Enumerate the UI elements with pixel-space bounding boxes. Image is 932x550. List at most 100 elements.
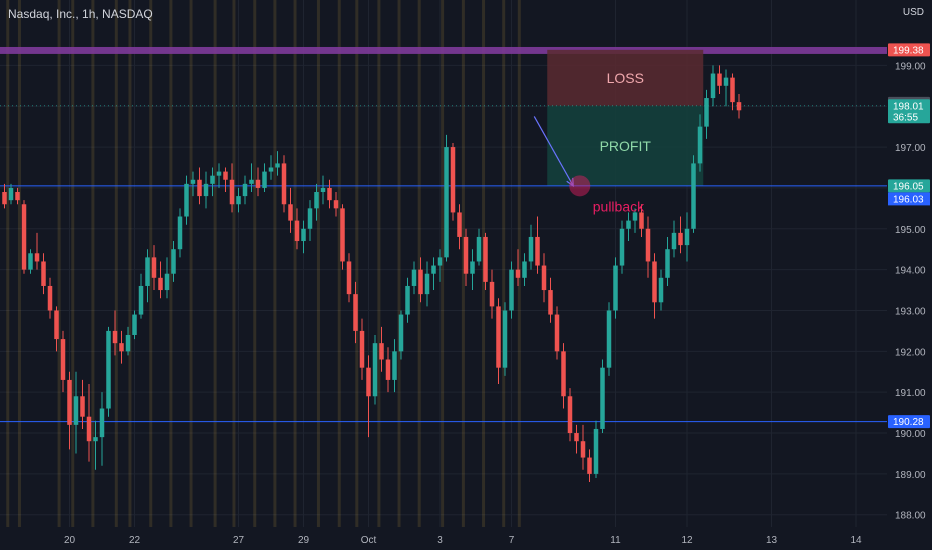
symbol-title: Nasdaq, Inc., 1h, NASDAQ (8, 7, 153, 21)
candle-body (86, 416, 92, 442)
x-tick-label: 20 (64, 535, 76, 546)
candle-body (301, 228, 306, 242)
candle-body (496, 306, 501, 368)
resistance-band (0, 46, 892, 54)
pullback-arrowhead (566, 177, 574, 188)
session-marker (293, 0, 297, 527)
session-marker (441, 0, 445, 527)
candle-body (2, 192, 7, 205)
session-marker (253, 0, 257, 527)
price-badge-text: 198.01 (893, 101, 924, 112)
x-tick-label: 29 (298, 535, 310, 546)
y-tick-label: 188.00 (895, 511, 926, 522)
candle-body (216, 171, 222, 176)
candle-body (561, 351, 566, 397)
loss-label: LOSS (607, 70, 644, 86)
candle-body (346, 261, 352, 295)
session-marker (337, 0, 341, 527)
candle-body (483, 236, 488, 282)
loss-zone (547, 49, 704, 106)
candle-body (106, 330, 111, 409)
candle-body (671, 232, 677, 250)
session-marker (128, 0, 132, 527)
candle-body (184, 183, 189, 217)
pullback-arrow (533, 116, 574, 187)
candle-body (93, 437, 98, 442)
y-tick-label: 199.00 (895, 61, 926, 72)
candle-body (632, 212, 638, 221)
candle-body (723, 77, 729, 86)
candle-body (645, 228, 651, 262)
level-badge-bg (888, 415, 930, 429)
candle-body (333, 200, 339, 209)
candle-body (450, 147, 456, 213)
x-tick-label: 14 (850, 535, 862, 546)
candle-body (541, 265, 547, 291)
candle-body (340, 208, 345, 262)
candle-body (177, 216, 183, 250)
y-tick-label: 190.00 (895, 429, 926, 440)
candle-body (307, 208, 313, 229)
price-axis-background (887, 0, 932, 550)
candle-body (73, 396, 79, 425)
candle-body (717, 73, 722, 86)
x-tick-label: Oct (361, 535, 377, 546)
candle-body (288, 204, 293, 221)
session-marker (232, 0, 236, 527)
candle-body (67, 379, 72, 425)
y-tick-label: 189.00 (895, 470, 926, 481)
candle-body (294, 220, 300, 242)
session-marker (6, 0, 10, 527)
session-marker (169, 0, 173, 527)
x-tick-label: 7 (509, 535, 515, 546)
candle-body (476, 236, 482, 262)
level-badge-text: 190.28 (893, 417, 924, 428)
candle-body (268, 167, 274, 172)
session-marker (149, 0, 153, 527)
candle-body (600, 367, 605, 429)
candle-body (502, 310, 508, 368)
candle-body (678, 232, 683, 246)
candle-body (164, 273, 170, 291)
candle-body (47, 285, 53, 311)
candle-body (574, 433, 579, 442)
price-badge-bg (888, 99, 930, 124)
candle-body (190, 179, 196, 184)
candle-body (710, 73, 716, 99)
pullback-circle (569, 175, 591, 197)
candle-body (639, 212, 644, 229)
candle-body (431, 265, 436, 274)
time-axis-background (0, 527, 887, 550)
candle-body (567, 396, 573, 434)
candle-body (54, 310, 59, 340)
y-tick-label: 195.00 (895, 225, 926, 236)
x-tick-label: 11 (610, 535, 621, 546)
y-tick-label: 191.00 (895, 388, 926, 399)
profit-zone (547, 105, 704, 186)
x-tick-label: 3 (437, 535, 443, 546)
price-badge-text: 199.38 (893, 45, 924, 56)
currency-label[interactable]: USD (902, 7, 924, 18)
candle-body (262, 171, 267, 188)
candle-body (34, 253, 40, 262)
x-tick-label: 12 (681, 535, 693, 546)
candle-body (515, 269, 521, 278)
price-badge-text: 36:55 (893, 112, 918, 123)
candle-body (418, 269, 423, 295)
candle-body (132, 314, 137, 335)
candle-body (613, 265, 618, 311)
session-marker (71, 0, 75, 527)
session-marker (355, 0, 359, 527)
candle-body (470, 261, 475, 274)
session-marker (114, 0, 118, 527)
candle-body (619, 228, 625, 266)
candle-body (437, 257, 443, 266)
candle-body (138, 285, 144, 315)
candle-body (587, 457, 592, 474)
candle-body (535, 236, 540, 266)
candle-body (554, 314, 560, 352)
candle-body (60, 339, 66, 380)
level-badge-bg (888, 192, 930, 206)
session-marker (377, 0, 381, 527)
